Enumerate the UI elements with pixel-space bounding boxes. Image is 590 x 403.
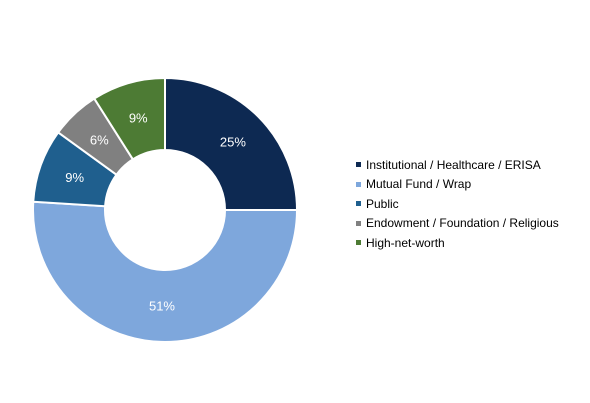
data-label-4: 6% <box>90 133 109 148</box>
legend-item: High-net-worth <box>356 233 559 253</box>
legend-label: Endowment / Foundation / Religious <box>366 216 559 231</box>
slice-5 <box>92 76 166 161</box>
data-label-1: 25% <box>220 135 246 150</box>
legend-swatch <box>356 181 361 187</box>
slice-1 <box>164 76 299 211</box>
donut-slices <box>32 76 299 343</box>
legend-label: Mutual Fund / Wrap <box>366 177 472 192</box>
legend-item: Public <box>356 194 559 214</box>
legend-label: High-net-worth <box>366 235 445 250</box>
legend-swatch <box>356 201 361 207</box>
legend-swatch <box>356 162 361 168</box>
chart-legend: Institutional / Healthcare / ERISA Mutual… <box>356 155 559 253</box>
legend-item: Endowment / Foundation / Religious <box>356 214 559 234</box>
slice-2 <box>32 200 299 343</box>
legend-swatch <box>356 220 361 226</box>
data-labels: 25% 51% 9% 6% 9% <box>65 110 246 313</box>
data-label-2: 51% <box>149 298 175 313</box>
data-label-3: 9% <box>65 170 84 185</box>
data-label-5: 9% <box>129 110 148 125</box>
legend-swatch <box>356 240 361 246</box>
legend-item: Institutional / Healthcare / ERISA <box>356 155 559 175</box>
legend-label: Institutional / Healthcare / ERISA <box>366 157 541 172</box>
legend-label: Public <box>366 196 399 211</box>
legend-item: Mutual Fund / Wrap <box>356 175 559 195</box>
